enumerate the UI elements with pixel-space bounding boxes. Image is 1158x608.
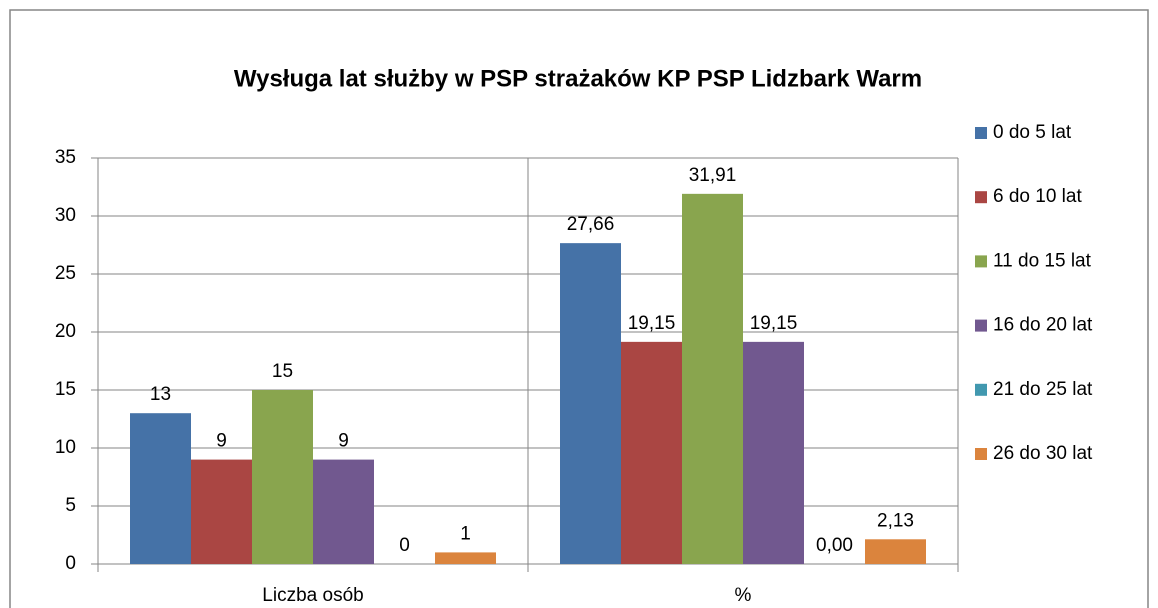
- value-label: 1: [460, 523, 471, 544]
- legend-swatch: [975, 255, 987, 268]
- legend-swatch: [975, 127, 987, 139]
- bar: [130, 413, 191, 564]
- legend-label: 0 do 5 lat: [993, 122, 1072, 143]
- bar: [313, 459, 374, 564]
- bar: [435, 552, 496, 564]
- y-tick-label: 10: [55, 437, 76, 458]
- y-tick-label: 20: [55, 321, 76, 342]
- y-tick-label: 15: [55, 379, 76, 400]
- legend-swatch: [975, 319, 987, 332]
- y-tick-label: 25: [55, 263, 76, 284]
- chart-title: Wysługa lat służby w PSP strażaków KP PS…: [234, 65, 922, 92]
- value-label: 13: [150, 384, 171, 405]
- value-label: 9: [338, 431, 349, 452]
- bar: [865, 539, 926, 564]
- chart-border: [9, 9, 1149, 608]
- legend-swatch: [975, 448, 987, 460]
- legend-swatch: [975, 383, 987, 396]
- legend-label: 26 do 30 lat: [993, 443, 1093, 464]
- x-tick-label: Liczba osób: [262, 585, 363, 606]
- value-label: 9: [216, 431, 227, 452]
- y-tick-label: 0: [65, 553, 76, 574]
- y-tick-label: 5: [65, 495, 76, 516]
- y-tick-label: 30: [55, 205, 76, 226]
- bar: [682, 193, 743, 564]
- y-tick-label: 35: [55, 147, 76, 168]
- bar: [621, 341, 682, 564]
- legend-label: 6 do 10 lat: [993, 186, 1082, 207]
- legend-label: 11 do 15 lat: [993, 250, 1092, 271]
- value-label: 19,15: [750, 313, 798, 334]
- x-tick-label: %: [735, 585, 752, 606]
- value-label: 19,15: [628, 313, 676, 334]
- legend-swatch: [975, 191, 987, 204]
- bar: [743, 341, 804, 564]
- value-label: 2,13: [877, 510, 914, 531]
- value-label: 27,66: [567, 214, 615, 235]
- legend-label: 21 do 25 lat: [993, 379, 1093, 400]
- value-label: 31,91: [689, 165, 737, 186]
- bar: [252, 390, 313, 564]
- value-label: 15: [272, 361, 293, 382]
- bar: [191, 459, 252, 564]
- bar: [560, 243, 621, 565]
- value-label: 0,00: [816, 535, 853, 556]
- value-label: 0: [399, 535, 410, 556]
- legend-label: 16 do 20 lat: [993, 315, 1093, 336]
